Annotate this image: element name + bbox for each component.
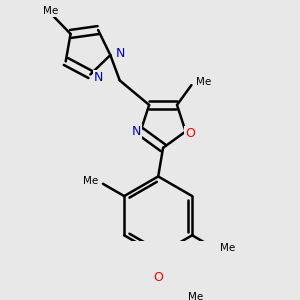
Text: N: N: [94, 71, 103, 84]
Text: Me: Me: [220, 243, 235, 253]
Text: Me: Me: [43, 6, 58, 16]
Text: Me: Me: [196, 77, 212, 87]
Text: N: N: [115, 47, 124, 60]
Text: N: N: [132, 125, 141, 138]
Text: O: O: [185, 127, 195, 140]
Text: O: O: [153, 271, 163, 284]
Text: Me: Me: [83, 176, 98, 185]
Text: Me: Me: [188, 292, 203, 300]
